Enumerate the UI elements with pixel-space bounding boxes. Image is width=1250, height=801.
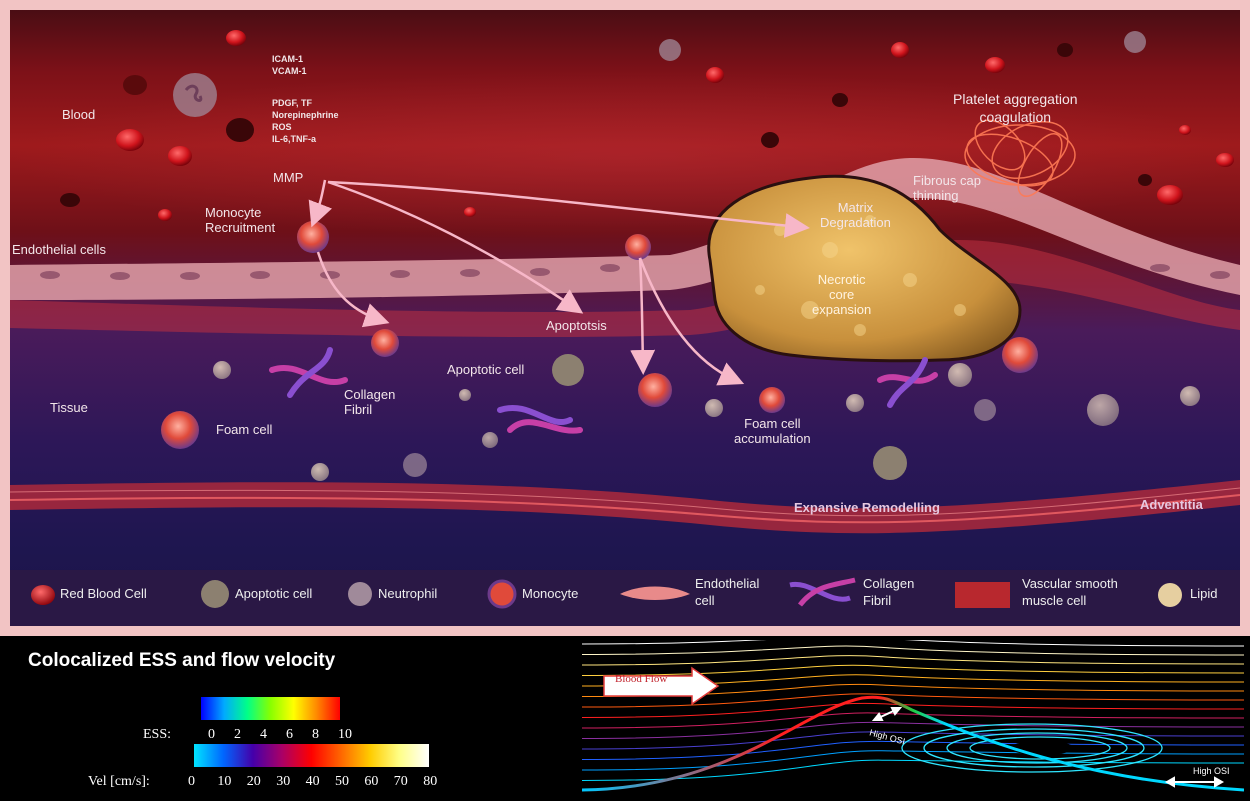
neutrophil-icon: [348, 582, 372, 606]
label-monocyte-recruitment: Monocyte Recruitment: [205, 205, 276, 235]
streamline: [582, 645, 1244, 656]
streamline: [582, 664, 1244, 676]
streamline: [582, 759, 1244, 781]
smooth-muscle-cell-icon: [955, 582, 1010, 608]
legend-monocyte: Monocyte: [522, 586, 579, 601]
osi-arrow-1: [871, 707, 903, 721]
atherosclerosis-illustration: Blood ICAM-1 VCAM-1 PDGF, TF Norepinephr…: [10, 10, 1240, 626]
label-foam-cell-accumulation: Foam cell accumulation: [734, 416, 811, 446]
legend-neutrophil: Neutrophil: [378, 586, 438, 601]
legend-lipid: Lipid: [1190, 586, 1218, 601]
recirculation-vortex: [901, 723, 1163, 773]
velocity-tick: 30: [276, 774, 291, 789]
label-platelet-aggregation: Platelet aggregation coagulation: [953, 91, 1078, 125]
legend-red-blood-cell: Red Blood Cell: [60, 586, 147, 601]
label-apoptotic-cell: Apoptotic cell: [447, 362, 525, 377]
collagen-fibril-icon: [789, 577, 856, 607]
platelet-thrombus: [964, 119, 1076, 197]
velocity-tick: 50: [335, 774, 349, 789]
velocity-tick: 0: [188, 774, 195, 789]
ess-tick: 8: [312, 727, 319, 742]
streamline: [582, 731, 1244, 750]
ess-tick: 2: [234, 727, 241, 742]
osi-arrow-2: [1164, 776, 1225, 788]
velocity-tick: 10: [217, 774, 232, 789]
ess-tick: 4: [260, 727, 267, 742]
lipid-icon: [1158, 583, 1182, 607]
streamline: [582, 721, 1244, 739]
streamline: [582, 693, 1244, 708]
velocity-tick: 20: [246, 774, 261, 789]
streamline: [582, 674, 1244, 687]
label-necrotic-core: Necrotic core expansion: [812, 272, 872, 317]
label-fibrous-cap-thinning: Fibrous cap thinning: [913, 173, 981, 203]
apoptotic-cell-icon: [201, 580, 229, 608]
lipid-droplets: [213, 361, 1200, 481]
adventitia-layer: [10, 480, 1240, 534]
cell-legend: Red Blood Cell Apoptotic cell Neutrophil…: [10, 570, 1240, 626]
velocity-tick: 80: [423, 774, 438, 789]
label-blood: Blood: [62, 107, 96, 122]
blood-flow-arrow: [603, 666, 720, 706]
velocity-colorbar: [194, 744, 429, 767]
streamline: [582, 655, 1244, 666]
monocyte-icon: [487, 579, 517, 609]
label-mmp: MMP: [273, 170, 304, 185]
label-apoptosis: Apoptotsis: [546, 318, 607, 333]
flow-streamline-plot: Blood Flow High OSI High OSI: [582, 640, 1244, 798]
label-expansive-remodelling: Expansive Remodelling: [794, 500, 940, 515]
label-foam-cell: Foam cell: [216, 422, 273, 437]
label-endothelial-cells: Endothelial cells: [12, 242, 106, 257]
velocity-label: Vel [cm/s]:: [88, 774, 150, 789]
label-adventitia: Adventitia: [1140, 497, 1203, 512]
ess-tick: 10: [338, 727, 352, 742]
endothelial-cell-icon: [620, 586, 690, 600]
label-tissue: Tissue: [50, 400, 88, 415]
ess-label: ESS:: [143, 727, 172, 742]
red-blood-cells: [60, 30, 1234, 221]
streamline: [582, 640, 1244, 647]
ess-tick: 0: [208, 727, 215, 742]
velocity-tick: 60: [364, 774, 379, 789]
streamlines: [582, 640, 1244, 792]
vortex-core: [1010, 741, 1074, 755]
streamline: [582, 750, 1244, 771]
neutrophils: [173, 31, 1146, 477]
monocytes: [161, 221, 1038, 449]
vessel-wall-ess: [582, 695, 1244, 792]
collagen-fibrils: [269, 347, 938, 434]
streamline: [582, 683, 1244, 697]
label-collagen-fibril: Collagen Fibril: [344, 387, 396, 417]
legend-endothelial-cell: Endothelial cell: [695, 576, 760, 608]
endothelium: [10, 157, 1240, 300]
panel-title: Colocalized ESS and flow velocity: [28, 650, 336, 671]
red-blood-cell-icon: [31, 585, 55, 605]
label-mediators: PDGF, TF Norepinephrine ROS IL-6,TNF-a: [272, 98, 339, 144]
legend-collagen-fibril: Collagen Fibril: [863, 576, 915, 608]
legend-smooth-muscle-cell: Vascular smooth muscle cell: [1022, 576, 1118, 608]
legend-apoptotic-cell: Apoptotic cell: [235, 586, 313, 601]
blood-flow-label: Blood Flow: [615, 673, 668, 685]
velocity-tick: 70: [393, 774, 408, 789]
process-arrows: [308, 179, 810, 386]
ess-tick: 6: [286, 727, 293, 742]
streamline: [582, 712, 1244, 729]
ess-colorbar: [201, 697, 340, 720]
velocity-tick: 40: [305, 774, 320, 789]
illustration-graphics: [10, 30, 1240, 534]
apoptotic-cells: [552, 354, 907, 480]
label-matrix-degradation: Matrix Degradation: [820, 200, 891, 230]
streamline: [582, 740, 1244, 760]
streamline: [582, 702, 1244, 718]
label-adhesion-molecules: ICAM-1 VCAM-1: [272, 54, 307, 76]
high-osi-label-2: High OSI: [1193, 766, 1230, 776]
